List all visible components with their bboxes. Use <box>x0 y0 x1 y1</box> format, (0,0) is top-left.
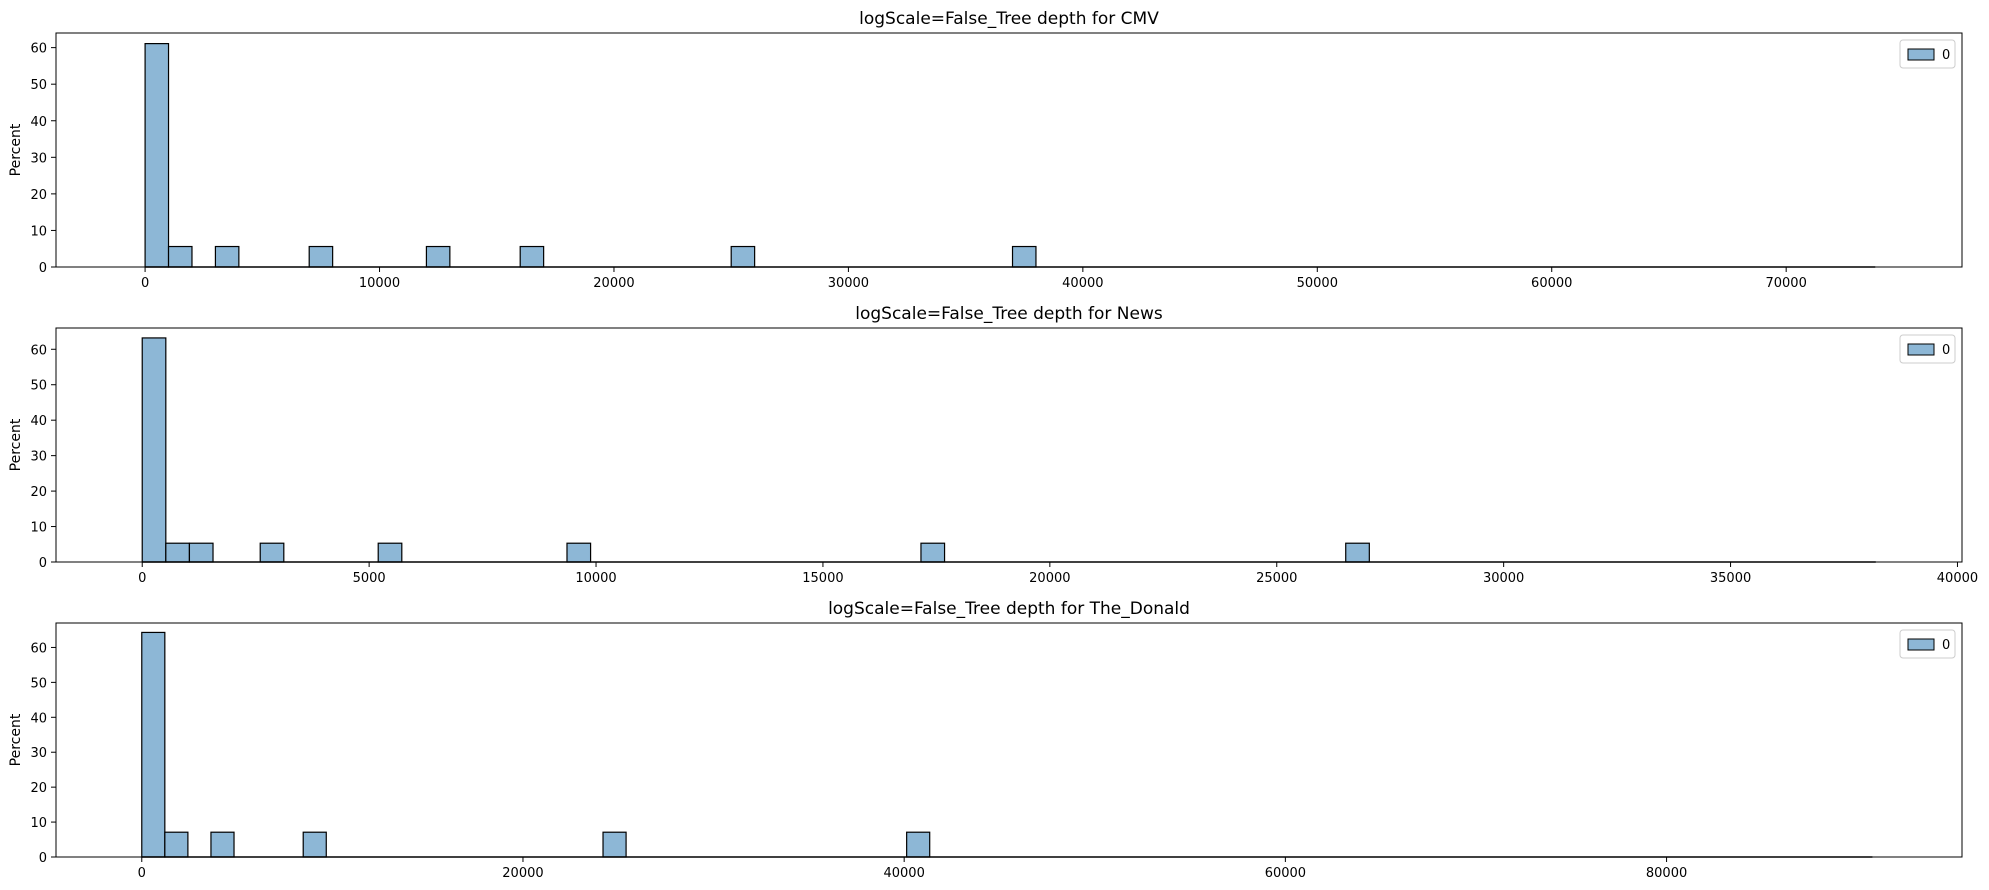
y-tick-label: 0 <box>39 851 47 866</box>
histogram-bar <box>425 245 451 268</box>
y-axis-label: Percent <box>8 418 24 471</box>
histogram-bar <box>167 245 193 268</box>
histogram-bar <box>920 542 946 563</box>
panel-news: logScale=False_Tree depth for News Percen… <box>8 304 1978 586</box>
legend-label: 0 <box>1942 638 1950 653</box>
legend: 0 <box>1899 39 1956 69</box>
y-tick-label: 30 <box>30 151 47 166</box>
x-axis: 0 5000 10000 15000 20000 25000 30000 35000 40000 <box>138 562 1978 586</box>
y-tick-label: 20 <box>30 188 47 203</box>
histogram-bar <box>730 245 756 268</box>
histogram-bar <box>188 542 214 563</box>
histogram-bar <box>906 831 931 858</box>
y-axis: 0 10 20 30 40 50 60 <box>30 42 56 276</box>
y-tick-label: 50 <box>30 379 47 394</box>
legend: 0 <box>1899 629 1956 659</box>
x-tick-label: 40000 <box>883 866 924 881</box>
y-tick-label: 60 <box>30 343 47 358</box>
x-tick-label: 30000 <box>828 276 869 291</box>
x-tick-label: 70000 <box>1765 276 1806 291</box>
y-tick-label: 60 <box>30 42 47 57</box>
bars <box>141 337 1370 563</box>
histogram-bar <box>141 631 166 858</box>
y-tick-label: 30 <box>30 746 47 761</box>
histogram-bar <box>141 337 167 563</box>
legend-swatch <box>1907 638 1935 651</box>
axes-frame <box>55 32 1963 268</box>
y-tick-label: 30 <box>30 450 47 465</box>
x-tick-label: 50000 <box>1297 276 1338 291</box>
x-tick-label: 20000 <box>1029 571 1070 586</box>
x-tick-label: 35000 <box>1710 571 1751 586</box>
y-axis-label: Percent <box>8 713 24 766</box>
legend-swatch <box>1907 343 1935 356</box>
x-tick-label: 10000 <box>359 276 400 291</box>
x-tick-label: 20000 <box>593 276 634 291</box>
x-tick-label: 30000 <box>1483 571 1524 586</box>
histogram-bar <box>164 831 189 858</box>
y-tick-label: 10 <box>30 816 47 831</box>
histogram-bar <box>1345 542 1370 563</box>
x-tick-label: 0 <box>138 866 146 881</box>
y-tick-label: 40 <box>30 115 47 130</box>
histogram-bar <box>259 542 285 563</box>
y-tick-label: 60 <box>30 641 47 656</box>
legend-label: 0 <box>1942 343 1950 358</box>
x-tick-label: 10000 <box>575 571 616 586</box>
histogram-bar <box>302 831 327 858</box>
y-tick-label: 20 <box>30 485 47 500</box>
chart-title: logScale=False_Tree depth for The_Donald <box>828 599 1190 619</box>
x-tick-label: 5000 <box>353 571 386 586</box>
x-tick-label: 80000 <box>1646 866 1687 881</box>
x-tick-label: 60000 <box>1531 276 1572 291</box>
bars <box>144 43 1037 268</box>
histogram-bar <box>519 245 545 268</box>
y-tick-label: 10 <box>30 521 47 536</box>
legend-swatch <box>1907 48 1935 61</box>
histogram-bar <box>308 245 334 268</box>
y-tick-label: 50 <box>30 78 47 93</box>
histogram-bar <box>165 542 191 563</box>
x-tick-label: 40000 <box>1062 276 1103 291</box>
axes-frame <box>55 622 1963 858</box>
histogram-bar <box>377 542 403 563</box>
x-tick-label: 0 <box>138 571 146 586</box>
histogram-bar <box>144 43 170 268</box>
y-tick-label: 40 <box>30 711 47 726</box>
histogram-bar <box>210 831 235 858</box>
y-tick-label: 20 <box>30 781 47 796</box>
x-tick-label: 60000 <box>1265 866 1306 881</box>
y-tick-label: 0 <box>39 261 47 276</box>
histogram-bar <box>1011 245 1037 268</box>
x-tick-label: 25000 <box>1256 571 1297 586</box>
y-axis: 0 10 20 30 40 50 60 <box>30 641 56 866</box>
histogram-bar <box>602 831 627 858</box>
y-tick-label: 40 <box>30 414 47 429</box>
histogram-bar <box>566 542 592 563</box>
x-tick-label: 20000 <box>502 866 543 881</box>
x-tick-label: 15000 <box>802 571 843 586</box>
x-tick-label: 0 <box>141 276 149 291</box>
bars <box>141 631 931 858</box>
x-axis: 0 20000 40000 60000 80000 <box>138 857 1687 881</box>
y-tick-label: 10 <box>30 224 47 239</box>
axes-frame <box>55 327 1963 563</box>
chart-title: logScale=False_Tree depth for News <box>855 304 1163 324</box>
histogram-bar <box>214 245 240 268</box>
y-tick-label: 0 <box>39 556 47 571</box>
y-tick-label: 50 <box>30 676 47 691</box>
chart-title: logScale=False_Tree depth for CMV <box>859 9 1159 29</box>
x-tick-label: 40000 <box>1937 571 1978 586</box>
y-axis: 0 10 20 30 40 50 60 <box>30 343 56 571</box>
x-axis: 0 10000 20000 30000 40000 50000 60000 70000 <box>141 267 1807 291</box>
legend: 0 <box>1899 334 1956 364</box>
legend-label: 0 <box>1942 48 1950 63</box>
panel-cmv: logScale=False_Tree depth for CMV Percent… <box>8 9 1963 291</box>
panel-the-donald: logScale=False_Tree depth for The_Donald… <box>8 599 1963 881</box>
y-axis-label: Percent <box>8 123 24 176</box>
